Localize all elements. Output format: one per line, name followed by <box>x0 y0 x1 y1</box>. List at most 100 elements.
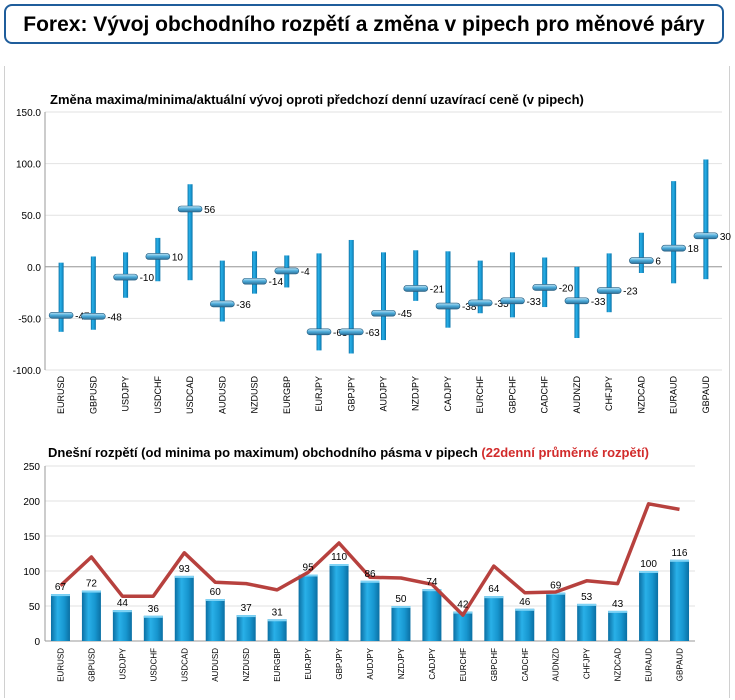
x-tick-label: GBPUSD <box>88 376 98 415</box>
data-label: 37 <box>241 603 253 614</box>
data-label: 50 <box>395 594 407 605</box>
bar-highlight <box>639 571 659 573</box>
x-tick-label: AUDNZD <box>572 376 582 414</box>
x-tick-label: USDJPY <box>118 647 127 679</box>
data-label: 10 <box>172 252 184 263</box>
x-tick-label: GBPCHF <box>490 648 499 681</box>
range-bar <box>671 181 677 284</box>
data-label: 6 <box>655 257 661 268</box>
data-label: 95 <box>303 563 315 574</box>
bar <box>515 608 535 641</box>
data-label: -35 <box>494 299 509 310</box>
data-label: -10 <box>140 273 155 284</box>
x-tick-label: USDCAD <box>180 648 189 682</box>
data-label: 43 <box>612 599 624 610</box>
data-label: 72 <box>86 579 98 590</box>
x-tick-label: CHFJPY <box>604 376 614 411</box>
bar-highlight <box>205 599 225 601</box>
x-tick-label: AUDUSD <box>217 376 227 415</box>
x-tick-label: EURGBP <box>282 376 292 414</box>
chart-title-main: Dnešní rozpětí (od minima po maximum) ob… <box>48 445 478 460</box>
data-label: 42 <box>457 600 469 611</box>
bar <box>453 611 473 641</box>
x-tick-label: GBPAUD <box>701 376 711 414</box>
data-label: 46 <box>519 597 531 608</box>
bar <box>608 610 628 641</box>
bar-highlight <box>81 590 101 593</box>
x-tick-label: GBPJPY <box>335 647 344 679</box>
current-marker <box>467 299 493 307</box>
range-bar <box>90 256 96 330</box>
range-bar <box>348 239 354 354</box>
y-tick-label: 150.0 <box>16 108 41 119</box>
x-tick-label: EURAUD <box>645 648 654 682</box>
y-tick-labels: -100.0 -50.0 0.0 50.0 100.0 150.0 <box>13 108 42 377</box>
data-label: 44 <box>117 598 129 609</box>
data-label: 69 <box>550 581 562 592</box>
data-label: 60 <box>210 587 222 598</box>
data-label: 93 <box>179 564 191 575</box>
data-label: 30 <box>720 232 732 243</box>
current-marker <box>306 328 332 336</box>
bars <box>50 559 690 641</box>
x-tick-labels: EURUSD GBPUSD USDJPY USDCHF USDCAD AUDUSD NZDU… <box>56 647 684 681</box>
range-bar <box>606 253 612 313</box>
bar <box>143 615 163 641</box>
current-marker <box>596 287 622 294</box>
data-label: -23 <box>623 287 638 298</box>
current-marker <box>48 312 74 319</box>
range-bar <box>252 251 258 294</box>
x-tick-label: NZDUSD <box>250 376 260 414</box>
current-marker <box>177 205 203 213</box>
x-tick-label: NZDCAD <box>614 648 623 682</box>
bar-highlight <box>515 608 535 611</box>
x-tick-label: NZDJPY <box>411 376 421 411</box>
data-label: -45 <box>398 309 413 320</box>
chart-title: Změna maxima/minima/aktuální vývoj oprot… <box>50 92 584 107</box>
data-label: 31 <box>272 607 284 618</box>
y-tick-label: 50 <box>29 602 41 613</box>
x-tick-label: GBPJPY <box>346 376 356 412</box>
range-bar <box>638 232 644 273</box>
x-tick-label: EURUSD <box>56 376 66 415</box>
range-bar <box>542 257 548 308</box>
series-line <box>59 502 680 617</box>
x-tick-label: EURJPY <box>314 376 324 412</box>
x-tick-label: GBPCHF <box>507 376 517 414</box>
bar <box>329 564 349 641</box>
chart-panel <box>4 66 730 698</box>
current-marker <box>435 302 461 310</box>
current-marker <box>338 328 364 336</box>
data-label: 110 <box>331 552 347 563</box>
current-marker <box>210 300 235 308</box>
data-label: 56 <box>204 205 216 216</box>
x-tick-label: AUDJPY <box>366 647 375 679</box>
bar <box>267 619 287 641</box>
x-tick-label: EURUSD <box>56 648 65 682</box>
data-label: 64 <box>488 584 500 595</box>
y-tick-label: 250 <box>23 462 40 473</box>
current-marker <box>242 277 267 285</box>
current-marker <box>81 313 106 320</box>
x-tick-label: USDCHF <box>153 375 163 413</box>
x-tick-label: CADCHF <box>521 648 530 681</box>
chart-title-suffix: (22denní průměrné rozpětí) <box>481 445 649 460</box>
range-bar <box>316 253 322 351</box>
data-label: 67 <box>55 582 67 593</box>
range-bar <box>477 260 483 314</box>
x-tick-label: CADJPY <box>443 376 453 412</box>
bar <box>670 559 690 641</box>
x-tick-label: EURCHF <box>459 648 468 681</box>
bar <box>50 594 70 641</box>
range-bar <box>187 184 193 281</box>
current-marker <box>113 273 138 281</box>
data-label: -33 <box>526 297 541 308</box>
range-marks: -47-48-101056-36-14-4-63-63-45-21-38-35-… <box>48 159 732 354</box>
y-tick-label: 0.0 <box>27 263 41 274</box>
bar <box>174 575 194 641</box>
bar <box>81 590 101 641</box>
data-label: -63 <box>365 328 380 339</box>
x-tick-label: AUDUSD <box>211 648 220 682</box>
data-label: -20 <box>559 283 574 294</box>
x-tick-label: CADJPY <box>428 647 437 679</box>
